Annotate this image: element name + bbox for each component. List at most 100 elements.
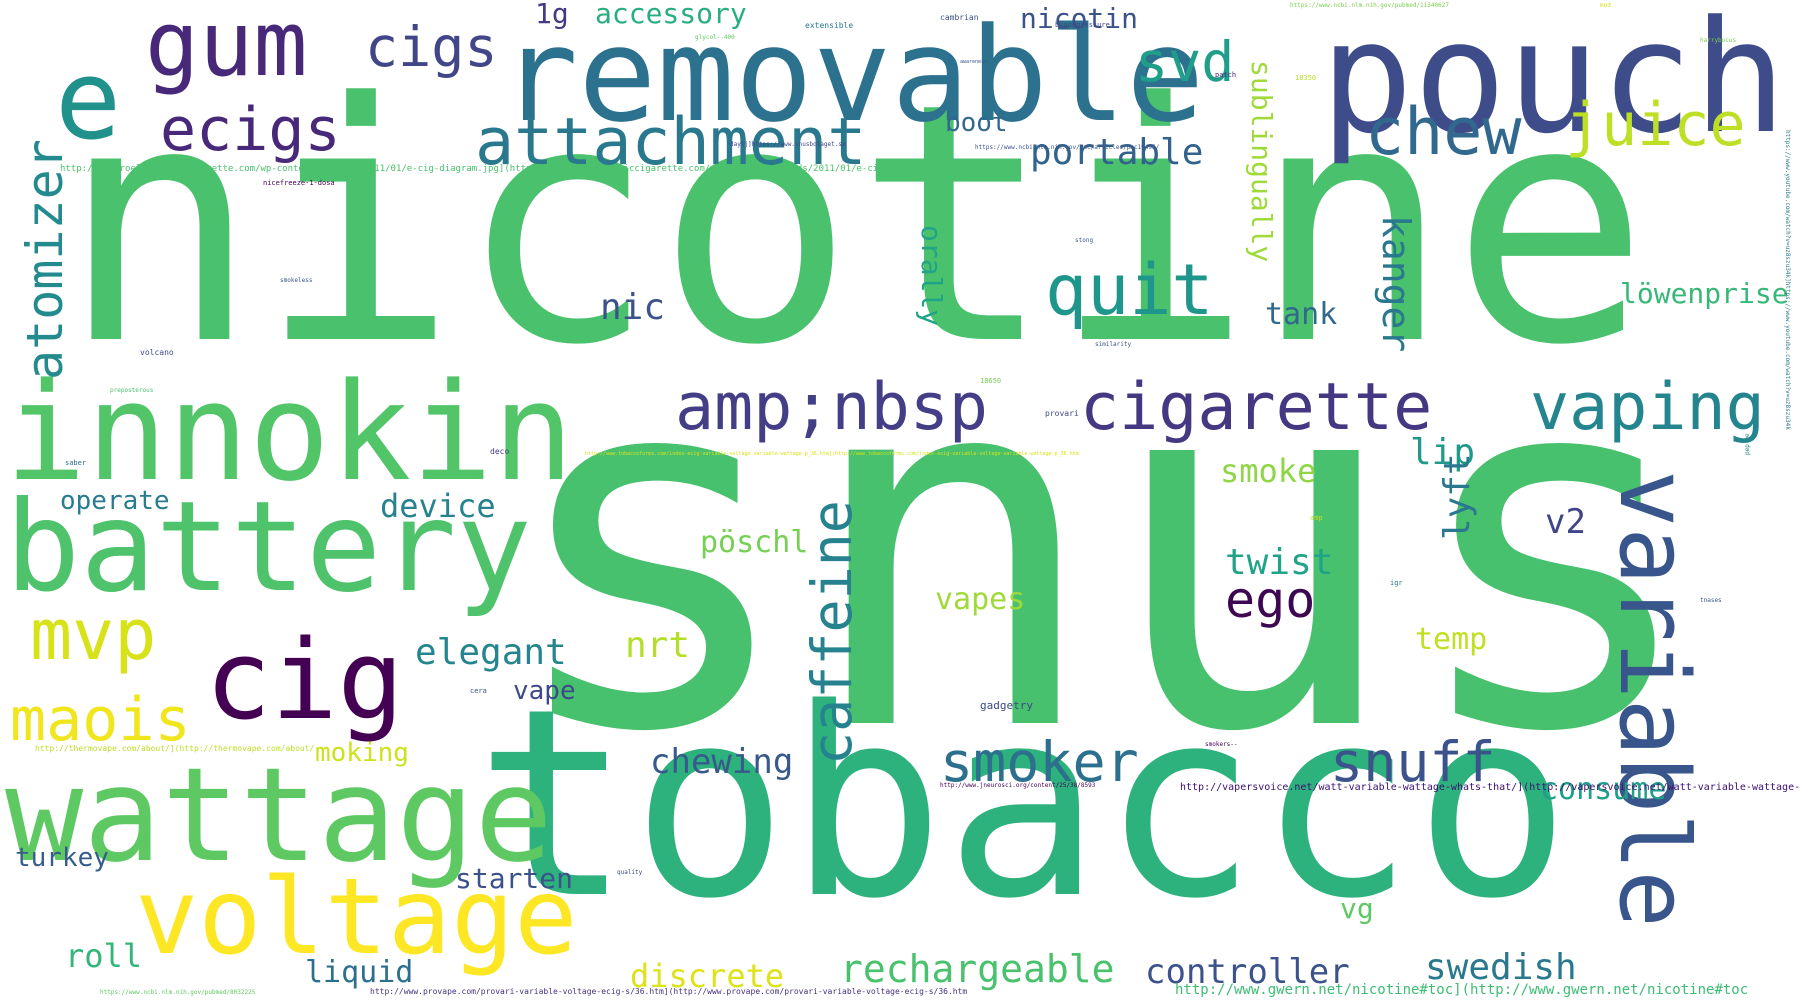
word-lyft: lyft (1437, 453, 1478, 540)
word-quality: quality (617, 869, 643, 876)
word-ampnbsp: amp;nbsp (675, 370, 989, 445)
word-tank: tank (1265, 297, 1338, 332)
word-patch: patch (1215, 71, 1237, 79)
word-boot: boot (945, 108, 1008, 138)
word-bloodpressure: bloodpressure (1055, 21, 1110, 29)
word-url-pubmed8032225: https://www.ncbi.nlm.nih.gov/pubmed/8032… (100, 989, 256, 996)
word-provari: provari (1045, 409, 1079, 418)
word-url-snusbolaget: daylj]https://www.snusbolaget.se (730, 141, 846, 148)
word-atomizer: atomizer (16, 139, 74, 380)
word-variable: variable (1598, 470, 1708, 928)
word-nicotine: nicotine (60, 33, 1650, 417)
word-twist: twist (1225, 542, 1334, 583)
word-attachment: attachment (475, 105, 867, 180)
word-chewing: chewing (650, 742, 794, 782)
word-nicotin: nicotin (1020, 2, 1139, 35)
word-turkey: turkey (15, 843, 109, 873)
word-snus: snus (500, 259, 1705, 841)
word-e: e (55, 36, 122, 164)
word-18350: 18350 (1295, 74, 1317, 82)
word-harrybucus: harrybucus (1700, 37, 1737, 44)
word-amp: amp (1310, 514, 1323, 522)
word-similarity: similarity (1095, 341, 1132, 348)
word-svd: svd (1135, 30, 1235, 94)
word-ego: ego (1225, 571, 1316, 629)
word-v2: v2 (1545, 502, 1586, 542)
word-pouch: pouch (1320, 0, 1787, 168)
word-tnases: tnases (1700, 597, 1722, 604)
word-discrete: discrete (630, 957, 785, 995)
word-preposterous: preposterous (110, 387, 154, 394)
word-nicefreeze: nicefreeze-1-dosa (263, 179, 335, 187)
word-smokeless: smokeless (280, 277, 313, 284)
word-mod: mod (1600, 2, 1611, 9)
word-deco: deco (490, 447, 510, 456)
word-removable: removable (500, 0, 1205, 151)
word-igr: igr (1390, 579, 1403, 587)
word-portable: portable (1030, 132, 1204, 173)
word-url-thermovape: http://thermovape.com/about/](http://the… (35, 744, 315, 753)
word-url-provape: http://www.provape.com/provari-variable-… (370, 987, 968, 996)
word-nic: nic (600, 287, 666, 328)
word-volcano: volcano (140, 348, 174, 357)
word-saber: saber (65, 459, 87, 467)
word-smoke: smoke (1220, 452, 1317, 490)
word-vapes: vapes (935, 582, 1026, 617)
word-wattage: wattage (5, 739, 553, 891)
word-orally: orally (915, 225, 948, 327)
word-cig: cig (205, 616, 404, 744)
word-awareness: awareness (960, 59, 988, 65)
word-controller: controller (1145, 952, 1350, 992)
word-chew: chew (1365, 95, 1522, 170)
word-vaping: vaping (1530, 370, 1765, 445)
word-extensible: extensible (805, 21, 854, 30)
word-liquid: liquid (305, 955, 414, 990)
word-innokin: innokin (5, 354, 574, 511)
word-elegant: elegant (415, 632, 567, 673)
word-18650: 18650 (980, 377, 1002, 385)
word-cambrian: cambrian (940, 13, 979, 22)
word-smoker: smoker (940, 730, 1139, 794)
word-sublingually: sublingually (1245, 60, 1278, 263)
word-swedish: swedish (1425, 947, 1577, 988)
word-caffeine: caffeine (800, 500, 864, 765)
word-stong: stong (1075, 237, 1094, 244)
word-pep: pep-pe (1744, 433, 1751, 455)
word-moking: moking (315, 738, 409, 768)
word-glycol: glycol--400 (695, 34, 735, 41)
word-maois: maois (10, 685, 191, 755)
word-accessory: accessory (595, 0, 747, 30)
word-snuff: snuff (1330, 730, 1496, 794)
word-url-vapersvoice: http://vapersvoice.net/watt-variable-wat… (1180, 782, 1800, 793)
word-1g: 1g (535, 0, 569, 30)
word-voltage: voltage (135, 856, 578, 978)
word-vg: vg (1340, 892, 1374, 925)
word-rechargeable: rechargeable (840, 947, 1115, 991)
word-url-pubmed11340627: https://www.ncbi.nlm.nih.gov/pubmed/1134… (1290, 2, 1449, 9)
word-kanger: kanger (1374, 215, 1418, 353)
word-url-gwern: http://www.gwern.net/nicotine#toc](http:… (1175, 982, 1749, 998)
word-tobacco: tobacco (475, 654, 1571, 956)
word-operate: operate (60, 486, 170, 516)
word-url-pmc19495: https://www.ncbi.nlm.nih.gov/pmc/article… (975, 144, 1160, 151)
word-nrt: nrt (625, 625, 691, 666)
word-poschl: pöschl (700, 525, 809, 560)
word-smokers: smokers-- (1205, 741, 1238, 748)
word-url-youtube: https://www.youtube.com/watch?v=uz8szu34… (1784, 130, 1791, 430)
word-juice: juice (1565, 90, 1746, 160)
word-temp: temp (1415, 622, 1488, 657)
word-url-tobaccoforms: http://www.tobaccoforms.com/index-ecig-v… (585, 451, 1079, 457)
word-lowenprise: löwenprise (1620, 277, 1789, 310)
word-ecigs: ecigs (160, 95, 341, 165)
word-starten: starten (455, 862, 574, 895)
word-url-jneurosci: http://www.jneurosci.org/content/25/38/8… (940, 782, 1096, 789)
word-cigarette: cigarette (1080, 370, 1433, 445)
word-gum: gum (145, 0, 308, 97)
word-mvp: mvp (30, 594, 157, 676)
word-cera: cera (470, 687, 487, 695)
word-quit: quit (1045, 249, 1214, 331)
word-lip: lip (1410, 432, 1476, 473)
word-battery: battery (5, 475, 532, 620)
word-url-1micro: http://1microelectroniccigarette.com/wp-… (60, 164, 949, 174)
